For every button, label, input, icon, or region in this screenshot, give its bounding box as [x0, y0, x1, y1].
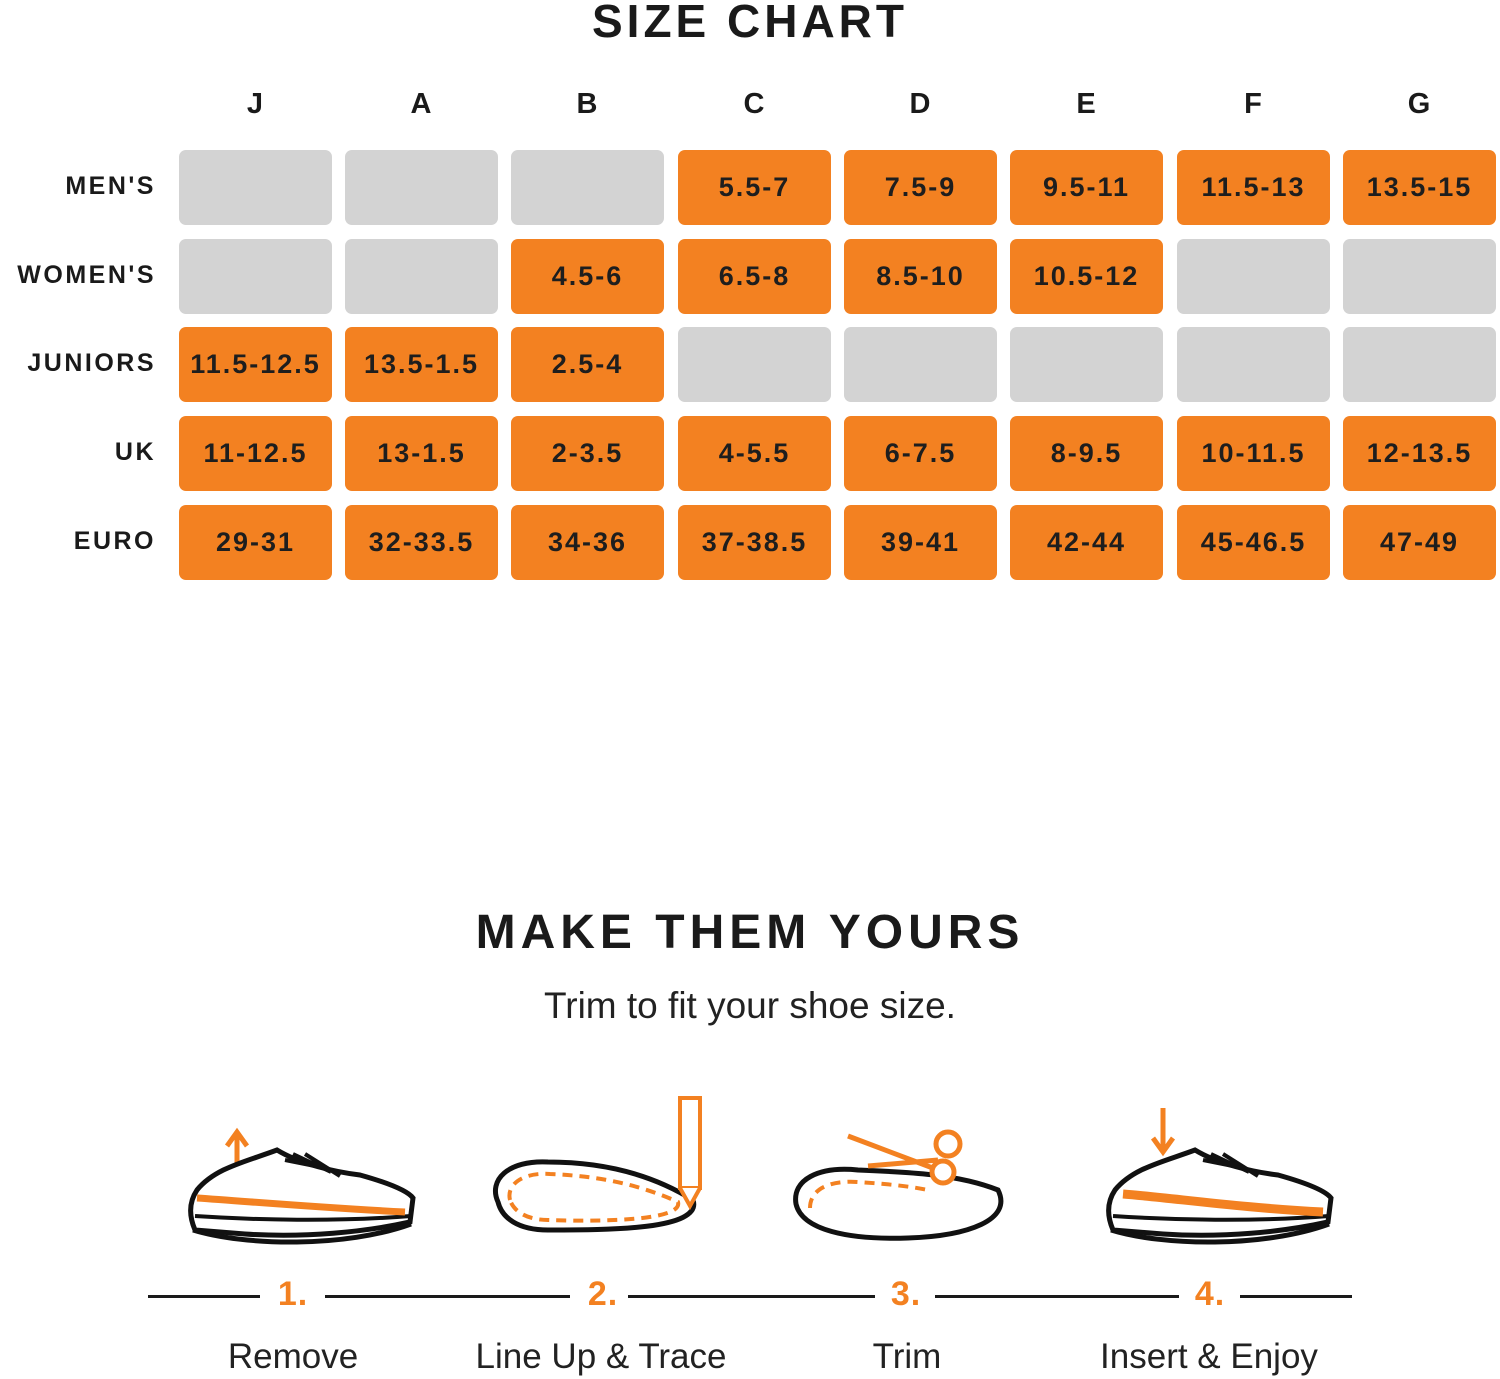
row-header: UK — [114, 438, 156, 466]
empty-size-cell — [678, 327, 831, 402]
size-cell: 13.5-1.5 — [345, 327, 498, 402]
empty-size-cell — [1010, 327, 1163, 402]
row-header: WOMEN'S — [17, 261, 156, 289]
size-cell: 4-5.5 — [678, 416, 831, 491]
step-label-trim: Trim — [872, 1337, 942, 1376]
size-cell: 8-9.5 — [1010, 416, 1163, 491]
make-them-yours-title: MAKE THEM YOURS — [475, 906, 1025, 959]
size-cell: 10.5-12 — [1010, 239, 1163, 314]
size-cell: 9.5-11 — [1010, 150, 1163, 225]
size-cell: 13.5-15 — [1343, 150, 1496, 225]
size-cell: 29-31 — [179, 505, 332, 580]
size-cell: 2.5-4 — [511, 327, 664, 402]
step-number: 2. — [587, 1275, 619, 1313]
empty-size-cell — [345, 150, 498, 225]
column-header: J — [246, 88, 265, 120]
size-cell: 10-11.5 — [1177, 416, 1330, 491]
insole-scissors-icon — [793, 1129, 1004, 1241]
step-divider-line — [325, 1295, 570, 1298]
size-cell: 6.5-8 — [678, 239, 831, 314]
size-cell: 4.5-6 — [511, 239, 664, 314]
column-header: F — [1244, 88, 1263, 120]
step-label-line-up-trace: Line Up & Trace — [475, 1337, 727, 1376]
row-header: MEN'S — [65, 172, 156, 200]
step-label-insert-enjoy: Insert & Enjoy — [1100, 1337, 1318, 1376]
empty-size-cell — [511, 150, 664, 225]
column-header: D — [909, 88, 932, 120]
step-number: 3. — [890, 1275, 922, 1313]
size-cell: 13-1.5 — [345, 416, 498, 491]
size-cell: 34-36 — [511, 505, 664, 580]
size-cell: 11.5-12.5 — [179, 327, 332, 402]
step-number: 4. — [1194, 1275, 1226, 1313]
empty-size-cell — [1177, 327, 1330, 402]
empty-size-cell — [1177, 239, 1330, 314]
step-label-remove: Remove — [227, 1337, 359, 1376]
step-divider-line — [935, 1295, 1179, 1298]
size-chart-title: SIZE CHART — [592, 0, 908, 47]
step-divider-line — [628, 1295, 875, 1298]
step-number: 1. — [277, 1275, 309, 1313]
size-cell: 42-44 — [1010, 505, 1163, 580]
size-cell: 6-7.5 — [844, 416, 997, 491]
column-header: A — [410, 88, 433, 120]
empty-size-cell — [1343, 239, 1496, 314]
shoe-arrow-up-icon — [188, 1127, 416, 1245]
insole-pencil-icon — [493, 1096, 702, 1233]
size-cell: 8.5-10 — [844, 239, 997, 314]
column-header: E — [1076, 88, 1097, 120]
empty-size-cell — [179, 150, 332, 225]
size-cell: 47-49 — [1343, 505, 1496, 580]
empty-size-cell — [179, 239, 332, 314]
size-cell: 7.5-9 — [844, 150, 997, 225]
row-header: EURO — [73, 527, 156, 555]
size-cell: 12-13.5 — [1343, 416, 1496, 491]
size-cell: 11-12.5 — [179, 416, 332, 491]
column-header: C — [743, 88, 766, 120]
column-header: G — [1407, 88, 1432, 120]
step-divider-line — [148, 1295, 260, 1298]
column-header: B — [576, 88, 599, 120]
shoe-arrow-down-icon — [1106, 1108, 1334, 1245]
make-them-yours-subtitle: Trim to fit your shoe size. — [544, 985, 956, 1026]
size-cell: 2-3.5 — [511, 416, 664, 491]
empty-size-cell — [844, 327, 997, 402]
size-cell: 5.5-7 — [678, 150, 831, 225]
size-cell: 37-38.5 — [678, 505, 831, 580]
empty-size-cell — [345, 239, 498, 314]
size-cell: 32-33.5 — [345, 505, 498, 580]
row-header: JUNIORS — [27, 349, 156, 377]
size-cell: 11.5-13 — [1177, 150, 1330, 225]
size-cell: 45-46.5 — [1177, 505, 1330, 580]
size-cell: 39-41 — [844, 505, 997, 580]
empty-size-cell — [1343, 327, 1496, 402]
step-divider-line — [1240, 1295, 1352, 1298]
